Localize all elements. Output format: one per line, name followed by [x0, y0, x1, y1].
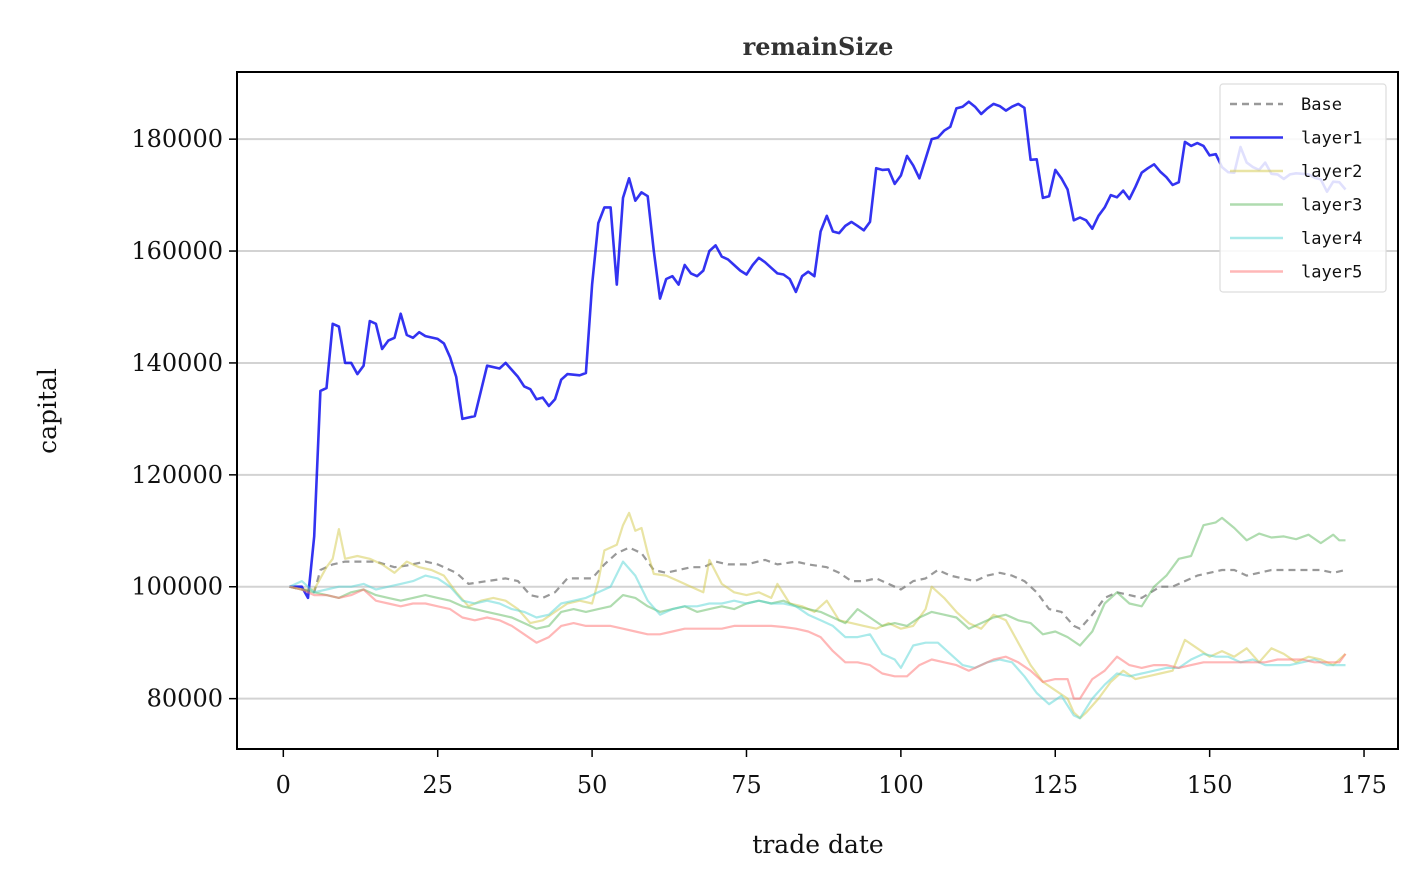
x-tick-label: 75: [731, 771, 762, 799]
x-tick-label: 0: [276, 771, 291, 799]
x-tick-label: 175: [1341, 771, 1387, 799]
chart-title: remainSize: [743, 32, 894, 61]
series-line-layer3: [289, 516, 1346, 647]
series-line-Base: [289, 546, 1346, 630]
y-tick-label: 180000: [131, 125, 223, 153]
series-line-layer1: [289, 100, 1347, 600]
legend-label-layer2: layer2: [1301, 162, 1362, 182]
legend-label-layer4: layer4: [1301, 229, 1362, 249]
y-tick-label: 160000: [131, 237, 223, 265]
x-tick-label: 125: [1032, 771, 1078, 799]
legend: Base layer1 layer2 layer3 layer4 layer5: [1219, 83, 1387, 293]
x-tick-label: 25: [422, 771, 453, 799]
plot-area: [289, 100, 1347, 720]
y-tick-label: 120000: [131, 461, 223, 489]
y-tick-label: 100000: [131, 573, 223, 601]
x-tick-label: 100: [878, 771, 924, 799]
axes-frame: [236, 71, 1399, 750]
legend-label-Base: Base: [1301, 95, 1342, 115]
y-tick-label: 80000: [147, 685, 223, 713]
legend-label-layer3: layer3: [1301, 196, 1362, 216]
series-line-layer5: [289, 585, 1347, 700]
x-axis-label: trade date: [752, 830, 883, 859]
legend-label-layer5: layer5: [1301, 263, 1362, 283]
x-tick-label: 50: [577, 771, 608, 799]
legend-box: [1219, 83, 1387, 293]
axis-ticks: 80000 100000 120000 140000 160000 180000 0 25 50…: [131, 125, 1387, 799]
series-line-layer2: [289, 511, 1347, 720]
series-line-layer4: [289, 560, 1346, 720]
y-tick-label: 140000: [131, 349, 223, 377]
y-axis-label: capital: [33, 368, 62, 454]
legend-label-layer1: layer1: [1301, 129, 1362, 149]
x-tick-label: 150: [1187, 771, 1233, 799]
